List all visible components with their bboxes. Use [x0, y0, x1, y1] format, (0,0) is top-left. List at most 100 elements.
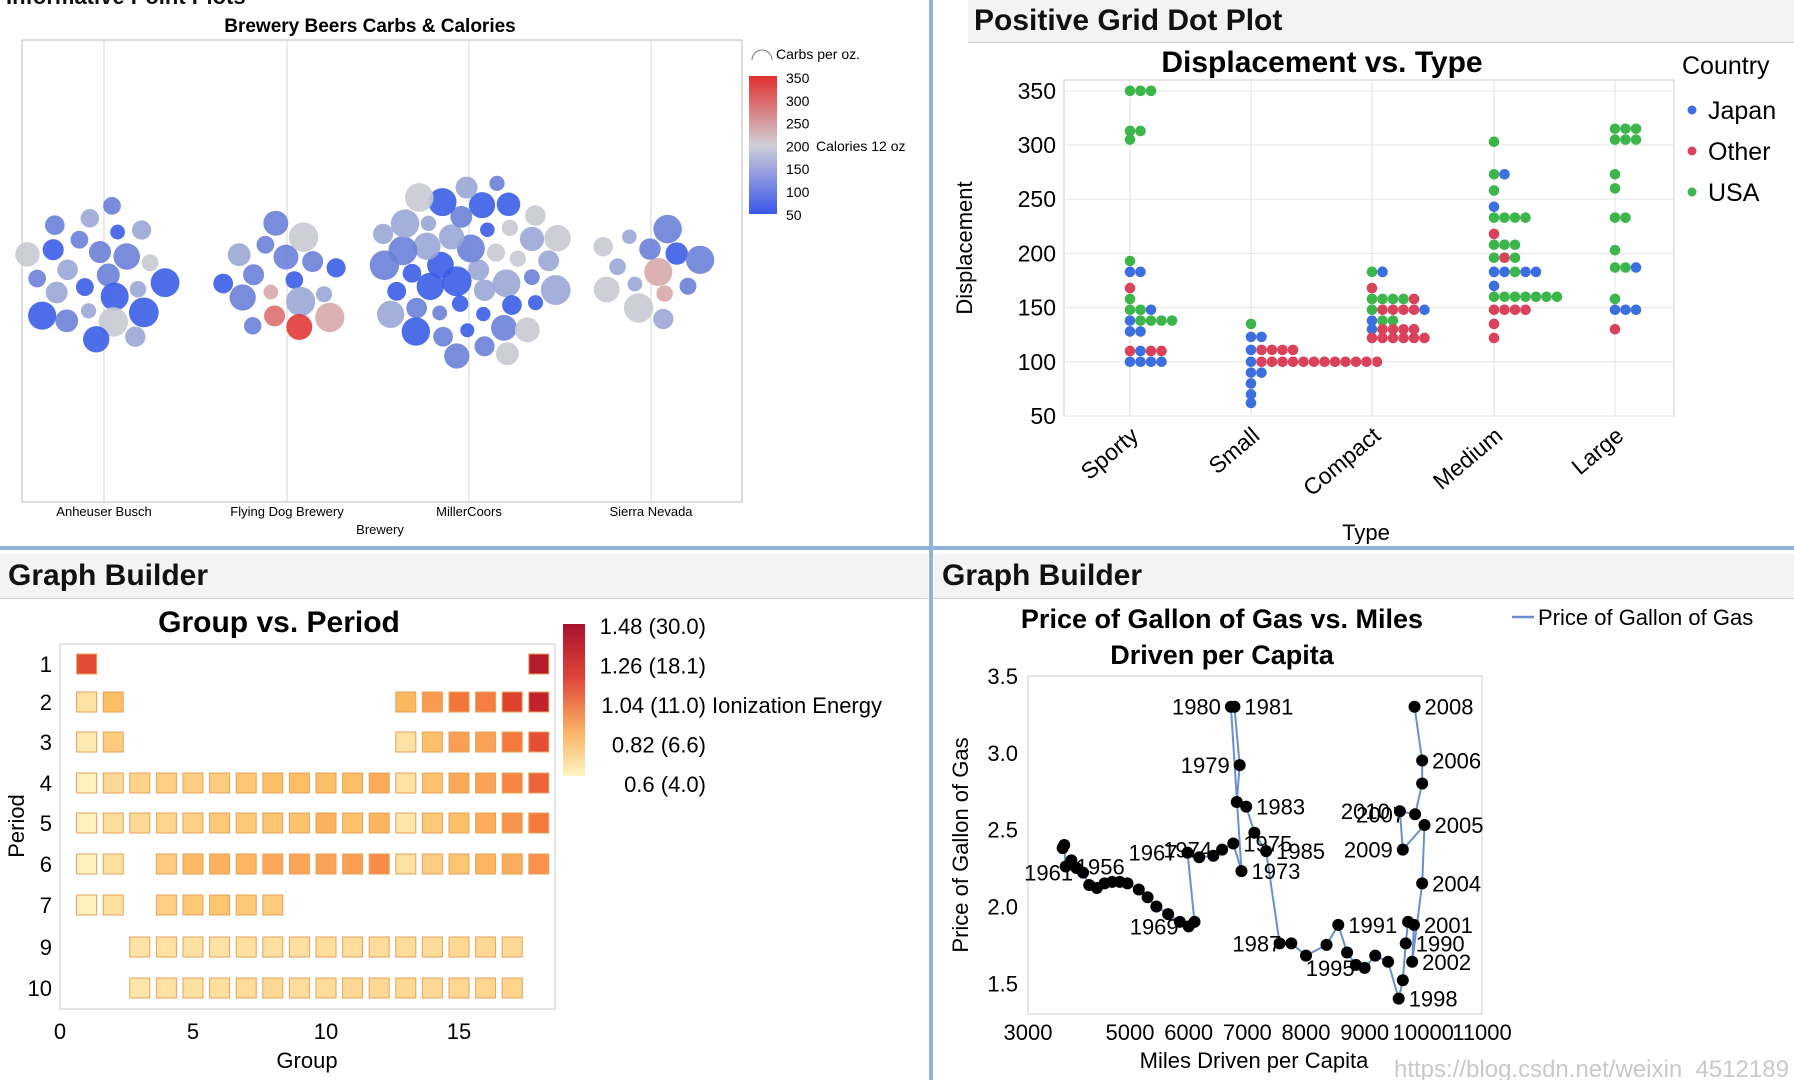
gas-point: [1396, 974, 1409, 987]
brewery-bubble: [404, 183, 434, 212]
gas-point: [1399, 937, 1412, 950]
brewery-bubble: [263, 210, 289, 236]
brewery-bubble: [496, 192, 521, 217]
brewery-bubble: [150, 268, 180, 298]
gas-point-label: 2002: [1422, 950, 1471, 975]
gas-xtick: 9000: [1340, 1020, 1389, 1045]
brewery-bubble: [129, 280, 147, 298]
dotplot-point: [1377, 293, 1388, 305]
gas-xlabel: Miles Driven per Capita: [1140, 1048, 1369, 1073]
dotplot-point: [1287, 356, 1299, 368]
gas-ylabel: Price of Gallon of Gas: [948, 737, 973, 952]
dotplot-point: [1387, 323, 1399, 335]
dotplot-point: [1530, 291, 1542, 303]
dotplot-point: [1488, 201, 1500, 213]
gas-point: [1193, 851, 1206, 864]
dotplot-point: [1387, 293, 1399, 305]
heatmap-cell: [342, 936, 364, 958]
brewery-bubble: [495, 342, 519, 366]
heatmap-cell: [501, 936, 523, 958]
dotplot-point: [1366, 332, 1378, 344]
brewery-chart: Brewery Beers Carbs & Calories Anheuser B…: [15, 16, 906, 537]
brewery-bubble: [679, 277, 697, 295]
ionization-legend-tick: 0.6 (4.0): [624, 772, 706, 797]
dotplot-point: [1630, 134, 1642, 145]
brewery-bubble: [264, 305, 286, 327]
heatmap-cell: [342, 977, 364, 999]
heatmap-cell: [235, 894, 257, 916]
heatmap-cell: [262, 977, 284, 999]
gas-point: [1181, 846, 1194, 859]
dotplot-point: [1609, 134, 1621, 145]
brewery-bubble: [656, 285, 673, 302]
brewery-bubble: [80, 303, 97, 319]
brewery-bubble: [451, 295, 469, 312]
gas-point: [1393, 805, 1406, 818]
dotplot-point: [1135, 356, 1146, 368]
brewery-bubble: [427, 251, 454, 279]
dotplot-point: [1329, 356, 1341, 368]
dotplot-xtick: Medium: [1428, 422, 1507, 495]
heatmap-cell: [288, 853, 310, 875]
dotplot-point: [1145, 345, 1157, 357]
brewery-bubble: [100, 282, 129, 311]
dotplot-point: [1398, 323, 1409, 335]
gas-point: [1408, 700, 1421, 713]
gas-point-label: 1956: [1076, 855, 1125, 880]
brewery-bubble: [623, 293, 654, 323]
dotplot-point: [1541, 291, 1552, 303]
gas-point: [1235, 865, 1248, 878]
color-legend-tick: 200: [786, 138, 810, 154]
heatmap-ytick: 5: [40, 811, 52, 836]
gas-xtick: 8000: [1282, 1020, 1331, 1045]
heatmap-cell: [315, 977, 337, 999]
dotplot-point: [1499, 212, 1510, 223]
heatmap-cell: [315, 772, 337, 794]
brewery-bubble: [377, 300, 405, 329]
dotplot-point: [1620, 134, 1631, 145]
brewery-bubble: [227, 243, 251, 267]
dotplot-point: [1387, 332, 1399, 344]
gas-xtick: 6000: [1164, 1020, 1213, 1045]
heatmap-cell: [129, 772, 151, 794]
brewery-bubble: [103, 196, 121, 215]
dotplot-point: [1499, 291, 1510, 303]
brewery-cluster: [15, 196, 180, 353]
brewery-bubble: [131, 220, 152, 240]
dotplot-point: [1277, 356, 1288, 368]
dotplot-point: [1609, 323, 1621, 335]
panel-gas: Graph Builder Price of Gallon of Gas vs.…: [934, 554, 1794, 1080]
brewery-bubble: [401, 317, 431, 346]
gas-point: [1260, 845, 1273, 858]
dotplot-point: [1488, 239, 1500, 251]
dotplot-xtick: Compact: [1298, 422, 1386, 501]
dotplot-point: [1245, 378, 1257, 389]
gas-point: [1416, 777, 1429, 790]
dotplot-point: [1620, 262, 1631, 273]
dotplot-ytick: 50: [1030, 403, 1056, 429]
brewery-bubble: [528, 295, 544, 311]
brewery-bubble: [456, 234, 485, 263]
brewery-bubble: [125, 326, 146, 347]
heatmap-cell: [342, 812, 364, 834]
heatmap-cell: [342, 772, 364, 794]
dotplot-point: [1124, 125, 1136, 137]
dotplot-point: [1488, 280, 1500, 292]
gas-point: [1173, 915, 1186, 928]
dotplot-point: [1509, 266, 1521, 278]
heatmap-cell: [288, 772, 310, 794]
dotplot-point: [1377, 332, 1388, 344]
gas-point: [1320, 938, 1333, 951]
dotplot-point: [1145, 85, 1157, 97]
dotplot-xtick: Small: [1203, 422, 1264, 479]
dotplot-point: [1135, 345, 1146, 357]
gas-point: [1058, 839, 1071, 851]
brewery-bubble: [369, 250, 400, 281]
heatmap-cell: [76, 772, 98, 794]
brewery-bubble: [653, 214, 682, 244]
heatmap-cell: [342, 853, 364, 875]
heatmap-cell: [448, 731, 470, 753]
heatmap-cell: [182, 894, 204, 916]
heatmap-cell: [76, 691, 98, 713]
heatmap-cell: [182, 977, 204, 999]
